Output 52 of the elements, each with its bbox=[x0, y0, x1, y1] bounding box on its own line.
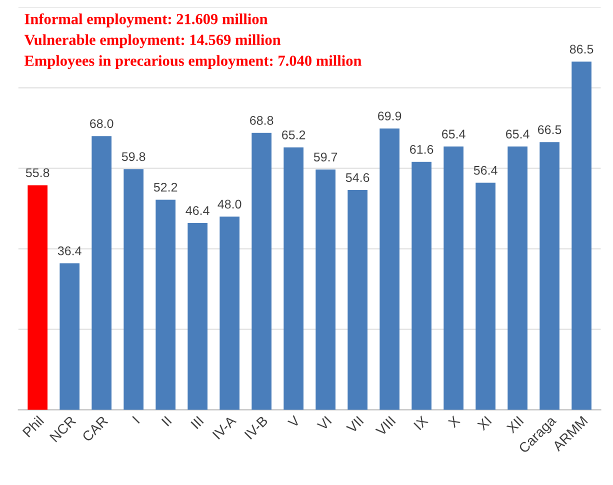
x-tick-label: X bbox=[448, 415, 460, 428]
bar bbox=[380, 128, 400, 410]
annotation: Informal employment: 21.609 million bbox=[24, 13, 268, 28]
x-tick-label: IV-B bbox=[244, 416, 268, 440]
bar bbox=[572, 62, 592, 410]
x-tick-label: VIII bbox=[375, 416, 396, 436]
x-tick-label: Phil bbox=[22, 415, 44, 438]
bar bbox=[348, 190, 368, 410]
data-label: 61.6 bbox=[410, 144, 434, 154]
data-label: 68.8 bbox=[250, 116, 274, 125]
bar bbox=[316, 170, 336, 410]
x-tick-label: I bbox=[132, 416, 140, 424]
bar bbox=[412, 162, 432, 410]
data-label: 59.8 bbox=[122, 152, 146, 162]
x-tick-label: IX bbox=[414, 415, 428, 430]
x-tick-label: III bbox=[190, 416, 204, 430]
bar bbox=[252, 132, 272, 410]
data-label: 48.0 bbox=[218, 200, 242, 209]
bar bbox=[156, 200, 176, 410]
data-label: 36.4 bbox=[58, 246, 82, 256]
data-label: 66.5 bbox=[538, 125, 562, 134]
data-label: 52.2 bbox=[154, 182, 178, 192]
bar bbox=[124, 169, 144, 410]
x-tick-label: II bbox=[161, 416, 172, 426]
data-label: 69.9 bbox=[378, 112, 402, 120]
bar bbox=[540, 142, 560, 410]
data-label: 54.6 bbox=[346, 173, 370, 182]
data-label: 86.5 bbox=[570, 44, 594, 54]
bar bbox=[28, 185, 48, 410]
bar bbox=[284, 147, 304, 410]
bar bbox=[476, 182, 496, 410]
data-label: 46.4 bbox=[186, 206, 210, 216]
bar bbox=[444, 146, 464, 410]
bar bbox=[60, 263, 80, 410]
bar bbox=[92, 136, 112, 410]
bar bbox=[220, 216, 240, 410]
x-tick-label: V bbox=[287, 415, 301, 428]
annotation: Employees in precarious employment: 7.040 million bbox=[24, 55, 362, 70]
data-label: 59.7 bbox=[314, 152, 338, 162]
data-label: 56.4 bbox=[474, 166, 498, 175]
x-tick-label: XI bbox=[476, 416, 492, 431]
x-tick-label: VI bbox=[316, 416, 332, 432]
annotation: Vulnerable employment: 14.569 million bbox=[24, 34, 281, 48]
data-label: 65.4 bbox=[442, 130, 466, 139]
data-label: 68.0 bbox=[90, 119, 114, 128]
x-tick-label: IV-A bbox=[212, 415, 237, 440]
bar bbox=[188, 223, 208, 410]
data-label: 65.4 bbox=[506, 130, 530, 139]
data-label: 55.8 bbox=[26, 168, 50, 178]
data-label: 65.2 bbox=[282, 130, 306, 140]
x-tick-label: VII bbox=[346, 416, 364, 434]
bar bbox=[508, 146, 528, 410]
